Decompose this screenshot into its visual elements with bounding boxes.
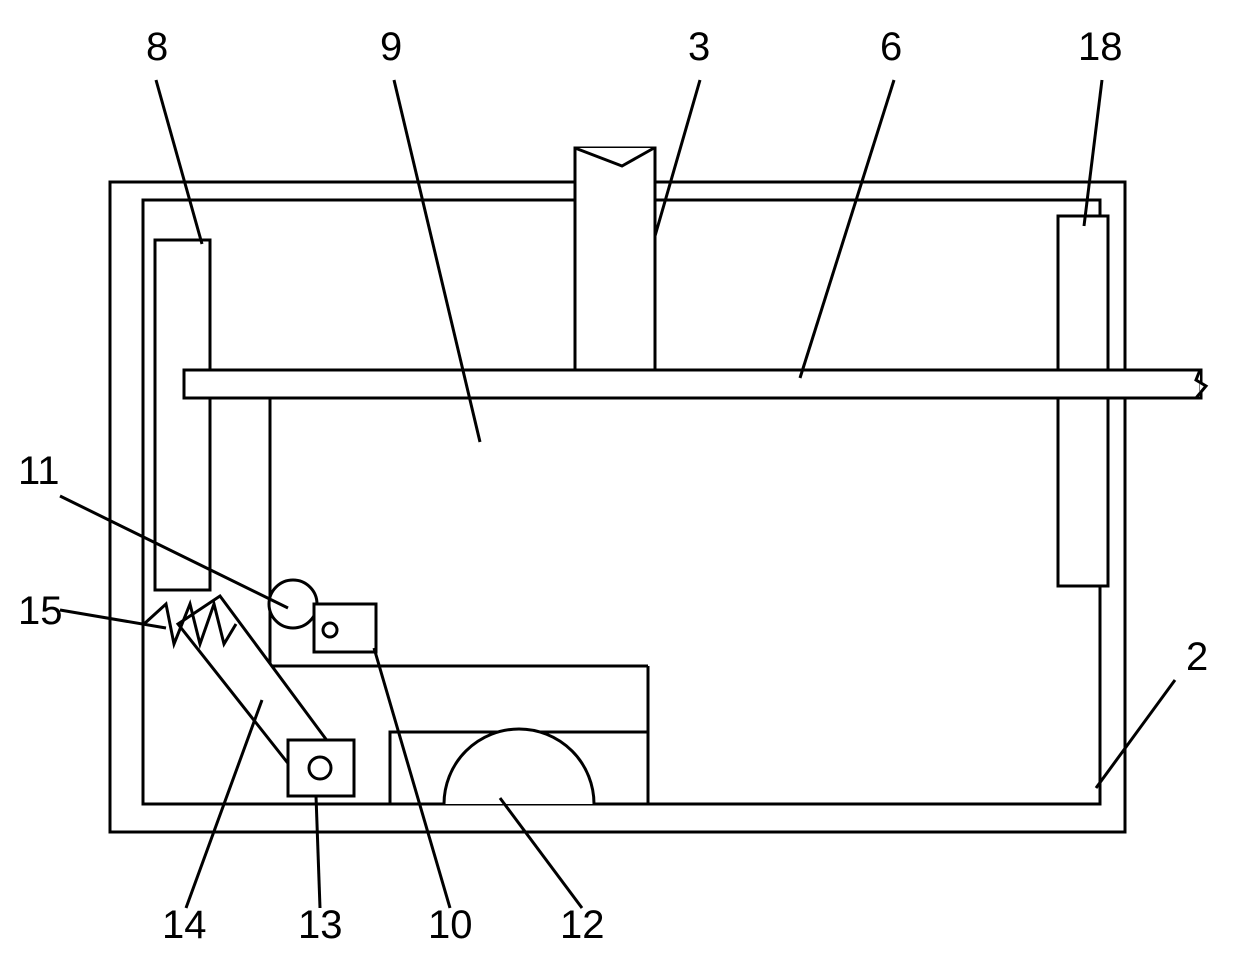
leader-line-2 [1096,680,1175,788]
part-8-slot [155,240,210,590]
label-10: 10 [428,903,473,947]
part-12-arc-block [390,729,648,804]
part-11-roller [269,580,317,628]
label-13: 13 [298,903,343,947]
label-9: 9 [380,25,402,69]
label-14: 14 [162,903,207,947]
part-3-stub [575,148,655,370]
label-2: 2 [1186,635,1208,679]
leader-line-3 [655,80,700,236]
part-18-slot [1058,216,1108,586]
label-11: 11 [18,449,60,493]
leader-line-13 [316,796,320,908]
label-6: 6 [880,25,902,69]
label-15: 15 [18,589,63,633]
leader-line-6 [800,80,894,378]
label-18: 18 [1078,25,1123,69]
label-3: 3 [688,25,710,69]
leader-line-8 [156,80,202,244]
part-13-mount-pin [309,757,331,779]
diagram-canvas: 8 9 3 6 18 11 15 2 14 13 10 12 [0,0,1239,959]
part-10-pivot-pin [323,623,337,637]
label-12: 12 [560,903,605,947]
leader-line-12 [500,798,582,908]
label-8: 8 [146,25,168,69]
part-6-bar [184,370,1201,398]
